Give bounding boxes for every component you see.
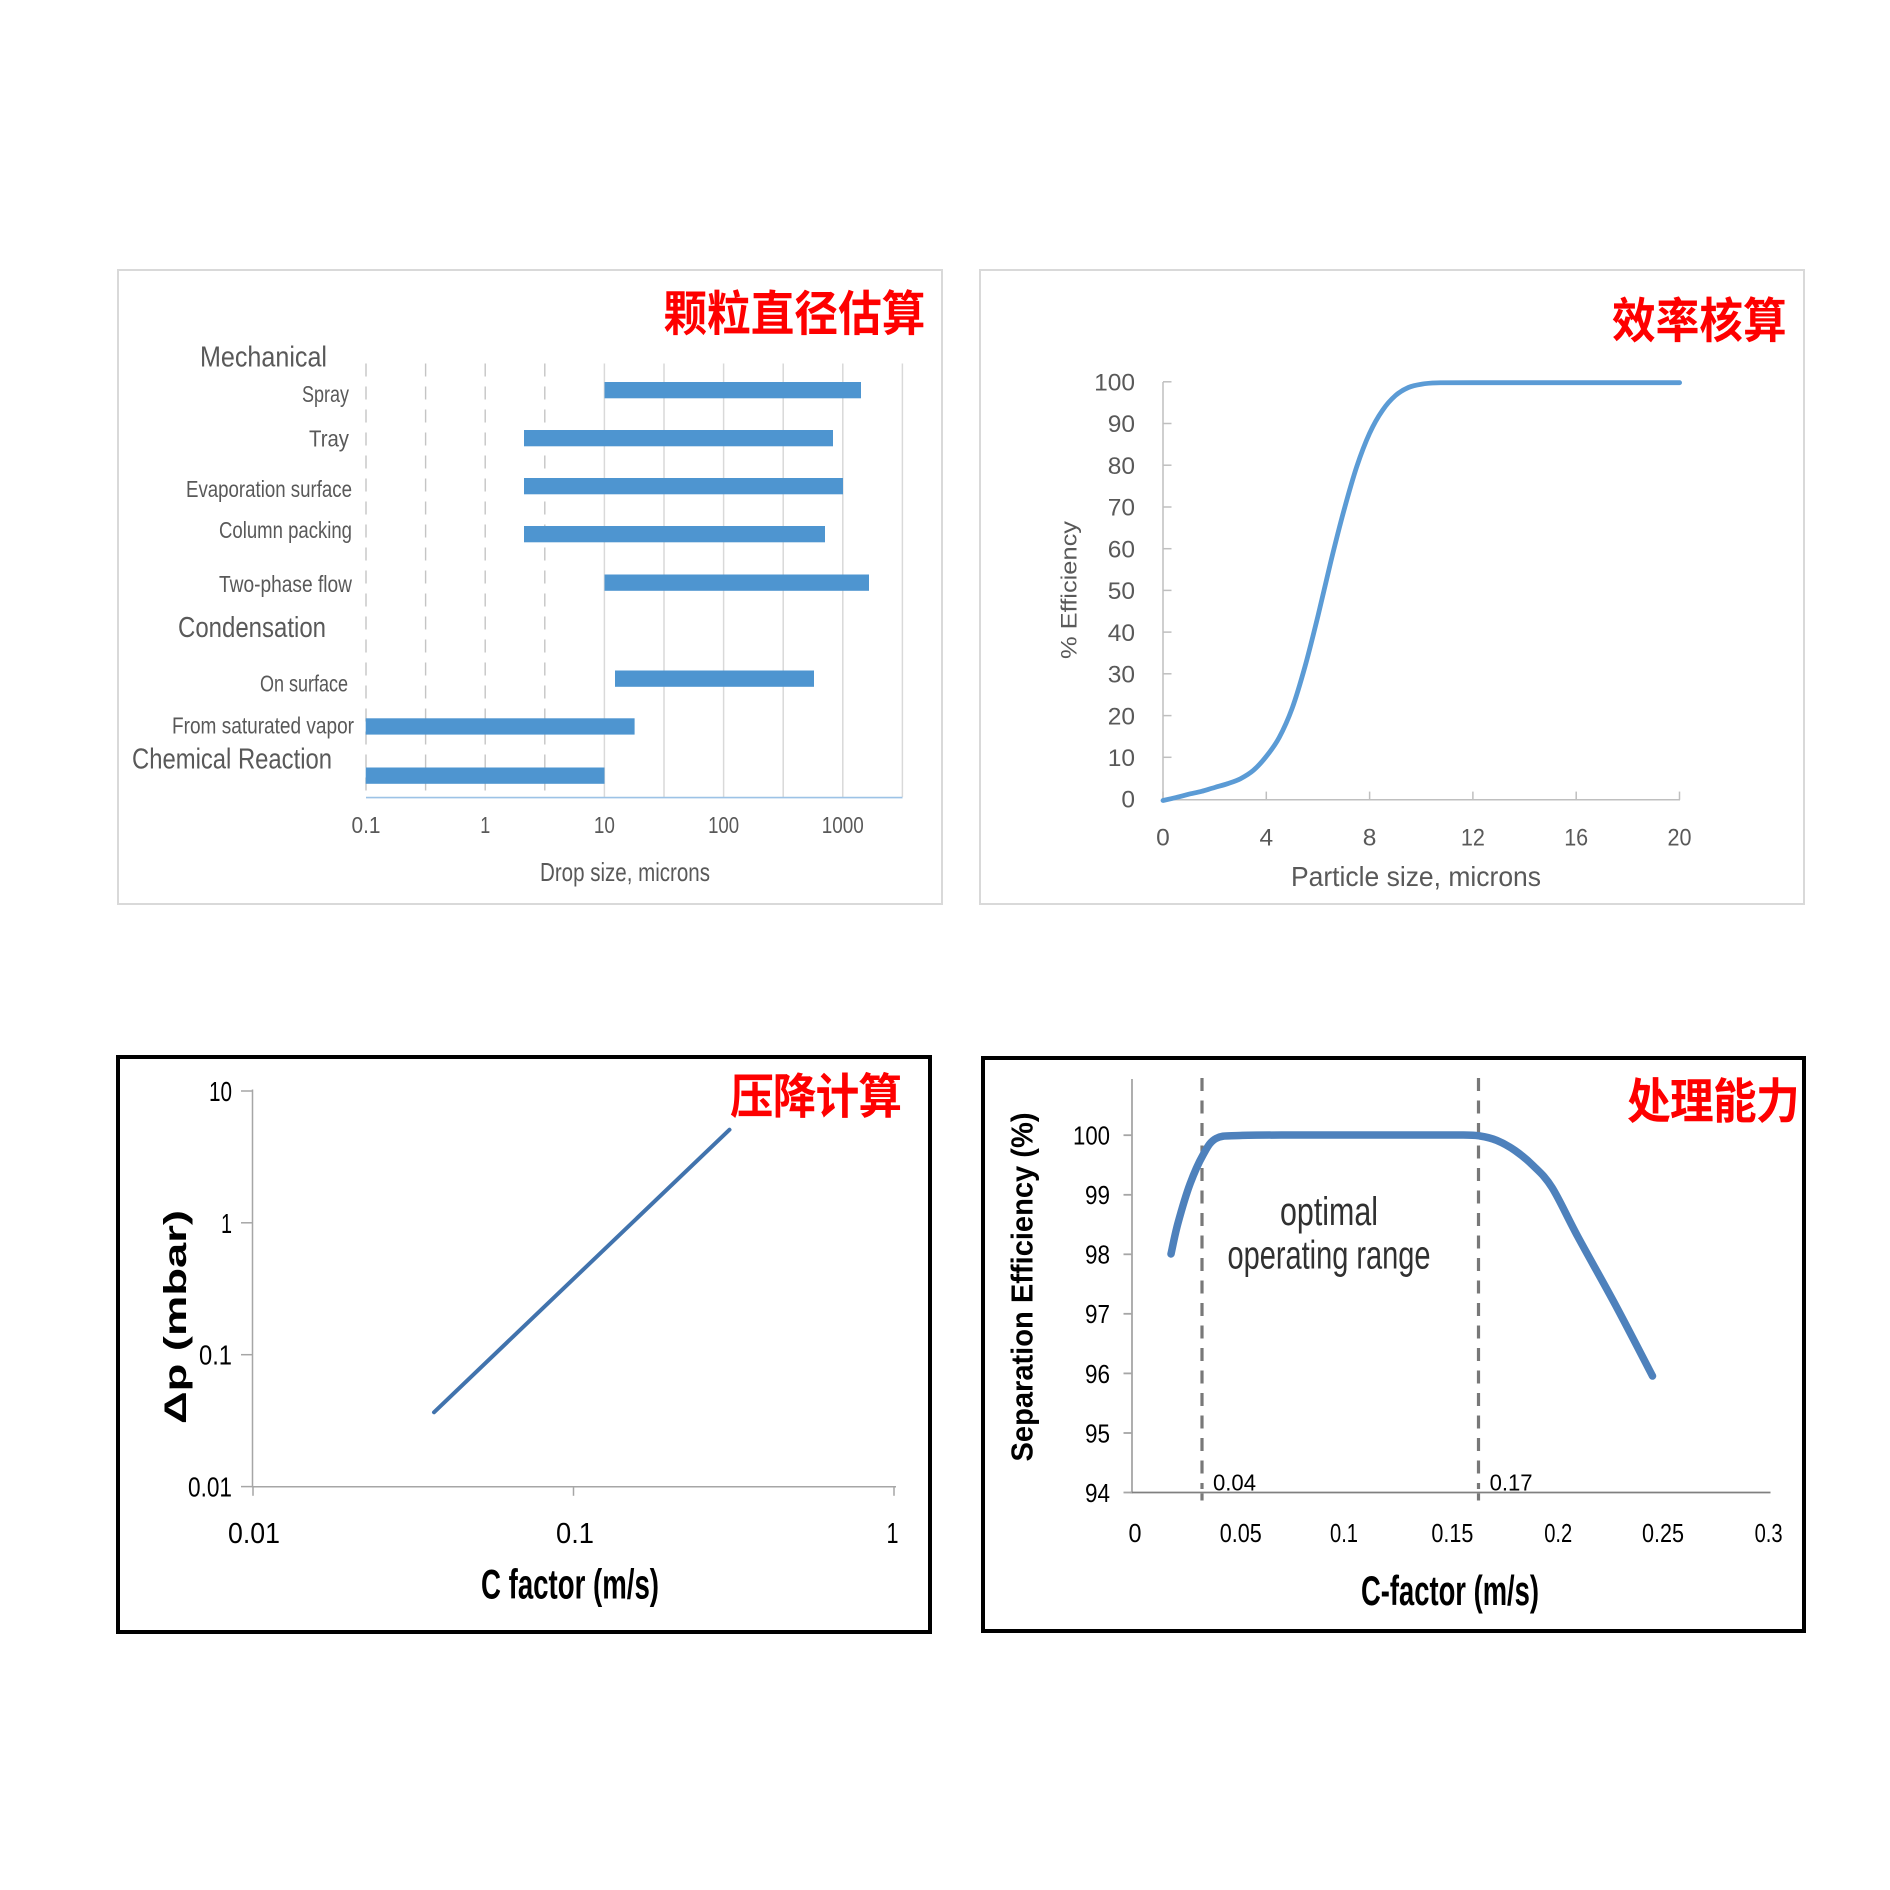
svg-text:60: 60	[1108, 536, 1135, 563]
svg-text:0.01: 0.01	[188, 1472, 232, 1503]
svg-text:1: 1	[887, 1518, 899, 1550]
svg-text:98: 98	[1085, 1240, 1110, 1270]
svg-text:On surface: On surface	[260, 671, 348, 697]
svg-text:1000: 1000	[822, 812, 864, 838]
svg-text:20: 20	[1108, 703, 1135, 730]
svg-text:20: 20	[1668, 825, 1692, 852]
svg-text:1: 1	[480, 812, 490, 838]
svg-text:70: 70	[1108, 495, 1135, 522]
svg-text:Spray: Spray	[302, 381, 349, 407]
svg-text:16: 16	[1564, 825, 1588, 852]
svg-text:12: 12	[1461, 825, 1485, 852]
svg-text:C factor (m/s): C factor (m/s)	[481, 1561, 659, 1608]
svg-text:100: 100	[1094, 370, 1135, 397]
svg-text:99: 99	[1085, 1180, 1110, 1210]
svg-text:0.2: 0.2	[1544, 1518, 1572, 1548]
svg-text:0: 0	[1121, 787, 1135, 814]
svg-text:operating range: operating range	[1228, 1234, 1431, 1278]
svg-text:30: 30	[1108, 662, 1135, 689]
svg-text:95: 95	[1085, 1418, 1110, 1448]
svg-text:From saturated vapor: From saturated vapor	[172, 713, 354, 739]
svg-text:Particle size, microns: Particle size, microns	[1291, 861, 1541, 892]
svg-text:90: 90	[1108, 411, 1135, 438]
svg-text:Chemical Reaction: Chemical Reaction	[132, 744, 332, 776]
svg-text:40: 40	[1108, 620, 1135, 647]
svg-text:100: 100	[708, 812, 739, 838]
svg-text:Mechanical: Mechanical	[200, 342, 327, 374]
svg-text:10: 10	[209, 1076, 232, 1107]
svg-text:Evaporation surface: Evaporation surface	[186, 476, 352, 502]
svg-text:0: 0	[1156, 825, 1170, 852]
svg-text:Separation Efficiency (%): Separation Efficiency (%)	[1005, 1113, 1039, 1462]
svg-text:97: 97	[1085, 1299, 1110, 1329]
svg-text:0.17: 0.17	[1490, 1470, 1533, 1496]
svg-text:10: 10	[1108, 745, 1135, 772]
svg-text:Δp (mbar): Δp (mbar)	[158, 1210, 192, 1424]
svg-text:10: 10	[594, 812, 615, 838]
svg-text:Column packing: Column packing	[219, 517, 352, 543]
svg-text:0: 0	[1129, 1518, 1142, 1548]
svg-text:100: 100	[1073, 1121, 1110, 1151]
svg-text:optimal: optimal	[1280, 1190, 1378, 1234]
svg-text:Condensation: Condensation	[178, 612, 326, 644]
svg-text:0.3: 0.3	[1755, 1518, 1783, 1548]
svg-text:0.1: 0.1	[352, 812, 381, 838]
svg-text:1: 1	[221, 1208, 232, 1239]
svg-text:50: 50	[1108, 578, 1135, 605]
svg-text:94: 94	[1085, 1478, 1110, 1508]
svg-text:Drop size, microns: Drop size, microns	[540, 857, 710, 887]
svg-text:0.1: 0.1	[199, 1340, 232, 1371]
svg-text:% Efficiency: % Efficiency	[1057, 521, 1082, 659]
svg-text:96: 96	[1085, 1359, 1110, 1389]
svg-text:4: 4	[1259, 825, 1273, 852]
svg-text:0.05: 0.05	[1220, 1518, 1262, 1548]
svg-text:0.04: 0.04	[1213, 1470, 1256, 1496]
svg-text:0.15: 0.15	[1431, 1518, 1473, 1548]
svg-text:C-factor (m/s): C-factor (m/s)	[1361, 1567, 1539, 1614]
svg-text:8: 8	[1363, 825, 1377, 852]
svg-text:0.1: 0.1	[556, 1518, 594, 1550]
svg-text:Tray: Tray	[309, 426, 349, 452]
svg-text:Two-phase flow: Two-phase flow	[219, 571, 352, 597]
svg-text:80: 80	[1108, 453, 1135, 480]
svg-text:0.01: 0.01	[228, 1518, 280, 1550]
svg-text:0.25: 0.25	[1642, 1518, 1684, 1548]
svg-text:0.1: 0.1	[1330, 1518, 1358, 1548]
